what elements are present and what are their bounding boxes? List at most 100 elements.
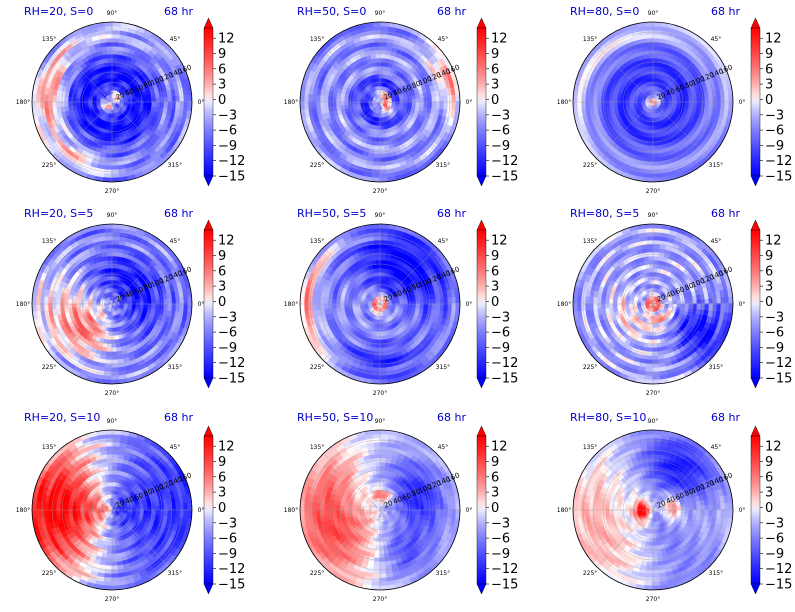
field-cell (695, 91, 701, 98)
field-cell (650, 98, 653, 102)
field-cell (115, 263, 121, 270)
field-cell (379, 81, 383, 87)
field-cell (376, 105, 379, 110)
field-cell (166, 107, 172, 116)
field-cell (645, 97, 650, 101)
field-cell (88, 309, 94, 315)
field-cell (652, 61, 658, 67)
field-cell (106, 95, 110, 100)
field-cell (649, 102, 653, 105)
field-cell (415, 97, 421, 103)
field-cell (654, 94, 658, 99)
angle-tick-label: 315° (709, 162, 723, 169)
field-cell (98, 287, 103, 293)
colorbar-tick-label: 0 (218, 93, 226, 108)
field-cell (133, 292, 139, 297)
field-cell (322, 76, 330, 86)
field-cell (113, 105, 116, 110)
field-cell (663, 106, 668, 111)
field-cell (573, 92, 578, 103)
field-cell (88, 307, 94, 312)
field-cell (323, 101, 329, 109)
field-cell (118, 285, 123, 291)
colorbar-tick-label: 6 (218, 62, 226, 77)
field-cell (95, 313, 101, 318)
polar-frame (299, 21, 461, 183)
field-cell (180, 124, 189, 136)
field-cell (340, 89, 347, 95)
field-cell (119, 123, 124, 129)
field-cell (146, 105, 153, 111)
field-cell (369, 83, 374, 89)
field-cell (111, 145, 118, 151)
field-cell (658, 160, 667, 166)
field-cell (86, 173, 97, 181)
field-cell (672, 36, 682, 44)
field-cell (111, 177, 122, 182)
field-cell (115, 99, 121, 102)
field-cell (724, 101, 730, 111)
field-cell (673, 33, 684, 41)
field-cell (95, 302, 101, 305)
field-cell (703, 89, 709, 98)
field-cell (636, 111, 642, 116)
field-cell (88, 107, 94, 113)
field-cell (664, 96, 669, 100)
field-cell (357, 109, 363, 115)
field-cell (724, 76, 732, 87)
field-cell (372, 103, 377, 106)
field-cell (118, 110, 123, 116)
field-cell (371, 116, 376, 122)
field-cell (394, 27, 405, 34)
field-cell (95, 100, 101, 103)
field-cell (431, 95, 437, 103)
field-cell (180, 116, 187, 127)
field-cell (353, 109, 359, 114)
field-cell (113, 307, 117, 312)
field-cell (654, 77, 659, 83)
field-cell (383, 98, 388, 101)
field-cell (125, 108, 131, 113)
field-cell (644, 173, 654, 179)
field-cell (379, 22, 390, 27)
field-cell (360, 93, 366, 98)
field-cell (332, 91, 338, 98)
field-cell (300, 101, 305, 112)
field-cell (645, 97, 650, 101)
angle-tick-label: 45° (438, 36, 449, 43)
field-cell (108, 327, 113, 333)
field-cell (614, 163, 625, 172)
field-cell (630, 109, 636, 115)
angle-tick-label: 315° (168, 162, 182, 169)
field-cell (112, 299, 114, 304)
field-cell (384, 144, 391, 150)
field-cell (649, 99, 653, 102)
colorbar-tick-label: −12 (765, 154, 792, 169)
field-cell (310, 63, 319, 74)
field-cell (578, 116, 585, 127)
field-cell (92, 105, 98, 109)
field-cell (173, 122, 181, 133)
field-cell (646, 157, 654, 163)
field-cell (111, 161, 120, 167)
field-cell (645, 33, 654, 39)
field-cell (99, 79, 105, 85)
field-cell (71, 303, 77, 309)
field-cell (604, 101, 610, 108)
field-cell (111, 22, 122, 27)
field-cell (112, 102, 116, 105)
field-cell (351, 160, 361, 168)
field-cell (650, 93, 653, 99)
field-cell (103, 25, 113, 31)
field-cell (129, 40, 139, 48)
field-cell (111, 33, 120, 39)
field-cell (367, 119, 373, 125)
field-cell (380, 102, 384, 105)
colorbar-body (203, 27, 214, 177)
field-cell (106, 288, 110, 293)
field-cell (666, 91, 672, 96)
field-cell (99, 337, 105, 344)
field-cell (642, 54, 649, 60)
field-cell (119, 321, 125, 327)
